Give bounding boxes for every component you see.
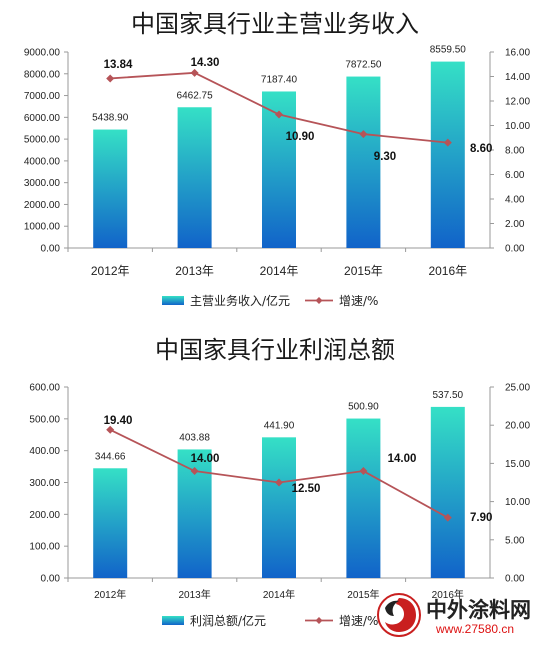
line-point	[443, 138, 452, 147]
right-tick-label: 4.00	[505, 195, 525, 206]
right-tick-label: 10.00	[505, 121, 530, 132]
left-tick-label: 9000.00	[24, 48, 61, 59]
legend-line-label: 增速/%	[339, 614, 378, 628]
bar-value-label: 441.90	[264, 420, 295, 431]
left-tick-label: 600.00	[29, 383, 60, 394]
left-tick-label: 0.00	[41, 244, 61, 255]
right-tick-label: 20.00	[505, 421, 530, 432]
left-tick-label: 3000.00	[24, 178, 61, 189]
bar-value-label: 8559.50	[430, 45, 467, 56]
brand-logo-icon	[377, 593, 421, 637]
line-point	[190, 68, 199, 77]
right-tick-label: 14.00	[505, 72, 530, 83]
chart-title: 中国家具行业利润总额	[155, 336, 395, 364]
profit-chart: 中国家具行业利润总额 0.00 100.00 200.00 300.00 400.00 50…	[29, 336, 530, 628]
legend-bar-label: 利润总额/亿元	[190, 613, 266, 628]
line-point	[275, 110, 283, 119]
x-tick-label: 2013年	[175, 264, 214, 278]
x-tick-label: 2014年	[260, 264, 299, 278]
left-tick-label: 200.00	[29, 510, 60, 521]
legend-line-marker	[315, 297, 323, 304]
watermark-url: www.27580.cn	[436, 622, 515, 636]
left-tick-label: 0.00	[41, 574, 61, 585]
x-tick-label: 2013年	[178, 588, 210, 601]
line-point	[359, 467, 368, 476]
line-point	[106, 425, 115, 434]
left-tick-label: 5000.00	[24, 135, 61, 146]
line-value-label: 10.90	[286, 131, 315, 143]
legend-line-marker	[315, 617, 323, 624]
left-tick-label: 7000.00	[24, 91, 61, 102]
left-tick-label: 100.00	[29, 542, 60, 553]
left-tick-label: 2000.00	[24, 200, 61, 211]
left-tick-label: 300.00	[29, 478, 60, 489]
left-tick-label: 8000.00	[24, 69, 61, 80]
x-tick-label: 2016年	[432, 588, 464, 601]
line-point	[275, 478, 283, 487]
right-tick-label: 8.00	[505, 146, 525, 157]
bar-value-label: 5438.90	[92, 113, 129, 124]
right-tick-label: 0.00	[505, 244, 525, 255]
bar-value-label: 537.50	[433, 390, 464, 401]
line-value-label: 7.90	[470, 512, 492, 524]
bar	[430, 406, 465, 578]
line-point	[190, 467, 199, 476]
line-value-label: 8.60	[470, 143, 492, 155]
bar-value-label: 403.88	[179, 432, 210, 443]
bar-value-label: 500.90	[348, 402, 379, 413]
bar	[262, 437, 296, 578]
line-value-label: 9.30	[374, 151, 396, 163]
bar-value-label: 7187.40	[261, 74, 298, 85]
bar-value-label: 7872.50	[345, 60, 382, 71]
right-tick-label: 0.00	[505, 574, 525, 585]
x-tick-label: 2016年	[428, 264, 467, 278]
bar	[93, 468, 128, 578]
x-tick-label: 2014年	[263, 588, 295, 601]
bar	[177, 107, 212, 248]
line-value-label: 14.00	[388, 453, 417, 465]
x-tick-label: 2015年	[347, 588, 379, 601]
left-tick-label: 500.00	[29, 414, 60, 425]
line-point	[443, 513, 452, 522]
x-tick-label: 2015年	[344, 264, 383, 278]
right-tick-label: 16.00	[505, 48, 530, 59]
bar	[346, 418, 381, 578]
bar	[346, 76, 381, 248]
right-tick-label: 10.00	[505, 497, 530, 508]
line-value-label: 14.00	[191, 453, 220, 465]
right-tick-label: 5.00	[505, 535, 525, 546]
right-tick-label: 15.00	[505, 459, 530, 470]
right-tick-label: 2.00	[505, 219, 525, 230]
line-point	[359, 130, 368, 139]
legend-bar-swatch	[162, 616, 184, 625]
x-tick-label: 2012年	[94, 588, 126, 601]
watermark: 中外涂料网 www.27580.cn	[374, 590, 544, 642]
right-tick-label: 6.00	[505, 170, 525, 181]
chart-title: 中国家具行业主营业务收入	[131, 10, 419, 38]
right-tick-label: 25.00	[505, 383, 530, 394]
legend-bar-swatch	[162, 296, 184, 305]
revenue-chart: 中国家具行业主营业务收入 0.00 1000.00 2000.00 3000.00 400…	[24, 10, 531, 308]
left-tick-label: 6000.00	[24, 113, 61, 124]
bar-value-label: 6462.75	[177, 90, 214, 101]
left-tick-label: 400.00	[29, 446, 60, 457]
left-tick-label: 1000.00	[24, 222, 61, 233]
line-value-label: 13.84	[104, 59, 133, 71]
line-point	[106, 74, 115, 83]
x-tick-label: 2012年	[91, 264, 130, 278]
bar-value-label: 344.66	[95, 451, 126, 462]
right-tick-label: 12.00	[505, 97, 530, 108]
line-value-label: 14.30	[191, 57, 220, 69]
legend-line-label: 增速/%	[339, 294, 378, 308]
bar	[93, 129, 128, 248]
line-value-label: 19.40	[104, 415, 133, 427]
legend-bar-label: 主营业务收入/亿元	[190, 293, 290, 308]
line-value-label: 12.50	[292, 483, 321, 495]
watermark-text: 中外涂料网	[426, 598, 531, 622]
left-tick-label: 4000.00	[24, 156, 61, 167]
bar	[430, 61, 465, 249]
